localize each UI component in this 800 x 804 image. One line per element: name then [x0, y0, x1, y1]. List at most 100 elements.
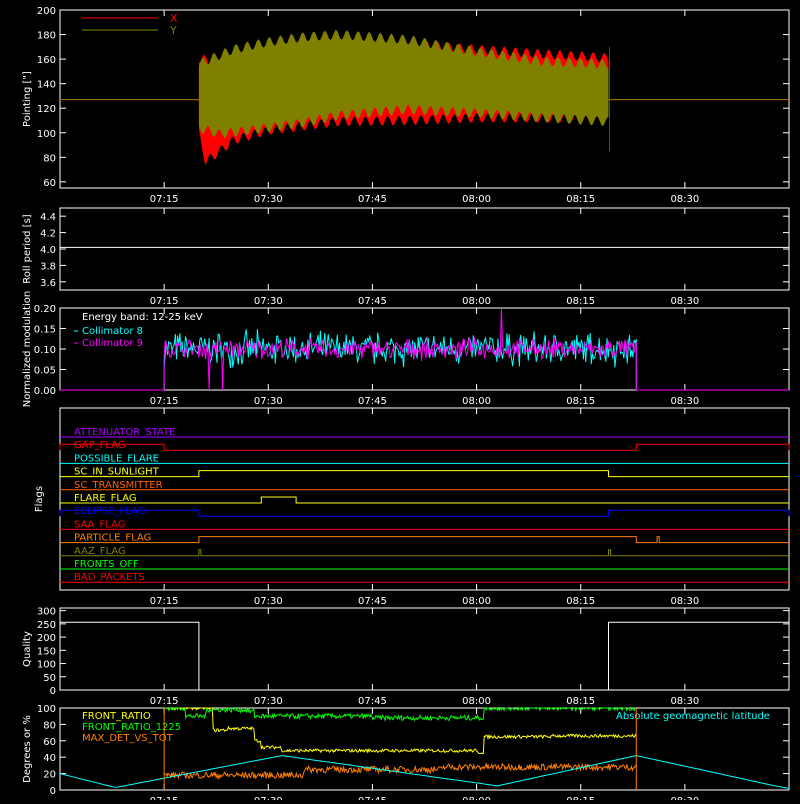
y-tick-label: 80 [43, 720, 56, 731]
flag-label-sc-in-sunlight: SC_IN_SUNLIGHT [74, 467, 160, 478]
series-front-ratio-1225 [164, 706, 637, 722]
x-tick-label: 07:45 [358, 596, 387, 607]
flag-label-saa-flag: SAA_FLAG [74, 519, 125, 530]
x-tick-label: 07:15 [150, 296, 179, 307]
x-tick-label: 07:45 [358, 194, 387, 205]
y-tick-label: 0.00 [34, 386, 56, 397]
y-axis-label: Quality [22, 631, 33, 667]
y-tick-label: 300 [37, 607, 56, 618]
legend-label-x: X [170, 12, 178, 25]
x-tick-label: 08:30 [670, 296, 699, 307]
x-tick-label: 07:30 [254, 596, 283, 607]
legend-label-max-det-vs-tot: MAX_DET_VS_TOT [82, 733, 174, 744]
x-tick-label: 08:30 [670, 194, 699, 205]
y-tick-label: 100 [37, 660, 56, 671]
y-tick-label: 60 [43, 178, 56, 189]
y-tick-label: 4.4 [40, 212, 56, 223]
y-axis-label: Normalized modulation [22, 291, 33, 408]
y-tick-label: 60 [43, 737, 56, 748]
legend-label: Collimator 8 [82, 326, 143, 337]
legend-label-front-ratio-1225: FRONT_RATIO_1225 [82, 722, 181, 733]
y-tick-label: 120 [37, 104, 56, 115]
legend-label: Collimator 9 [82, 338, 143, 349]
x-tick-label: 07:45 [358, 696, 387, 707]
flag-label-possible-flare: POSSIBLE_FLARE [74, 453, 159, 464]
x-tick-label: 08:00 [462, 796, 491, 800]
legend-label-front-ratio: FRONT_RATIO [82, 711, 151, 722]
x-tick-label: 08:15 [566, 296, 595, 307]
y-tick-label: 0.15 [34, 325, 56, 336]
flag-line-eclipse-flag [59, 509, 790, 517]
flag-line-flare-flag [60, 496, 789, 504]
x-tick-label: 08:30 [670, 596, 699, 607]
x-tick-label: 08:30 [670, 796, 699, 800]
y-tick-label: 200 [37, 6, 56, 17]
x-tick-label: 08:15 [566, 696, 595, 707]
flag-label-attenuator-state: ATTENUATOR_STATE [74, 427, 175, 438]
flag-label-sc-transmitter: SC_TRANSMITTER [74, 480, 163, 491]
y-tick-label: 0.10 [34, 345, 56, 356]
flag-line-gap-flag [59, 443, 790, 451]
y-tick-label: 250 [37, 620, 56, 631]
y-tick-label: 0 [50, 786, 56, 797]
series-front-ratio [163, 707, 637, 755]
y-tick-label: 80 [43, 153, 56, 164]
x-tick-label: 08:00 [462, 296, 491, 307]
energy-band-annotation: Energy band: 12-25 keV [82, 312, 203, 323]
series-collimator-9 [60, 307, 789, 391]
flag-label-bad-packets: BAD_PACKETS [74, 572, 145, 583]
y-tick-label: 40 [43, 753, 56, 764]
x-tick-label: 07:45 [358, 396, 387, 407]
y-tick-label: 0.20 [34, 304, 56, 315]
flag-label-flare-flag: FLARE_FLAG [74, 493, 137, 504]
x-tick-label: 07:30 [254, 396, 283, 407]
y-tick-label: 4.2 [40, 229, 56, 240]
y-axis-label: Flags [34, 486, 45, 512]
x-tick-label: 08:00 [462, 194, 491, 205]
y-tick-label: 150 [37, 646, 56, 657]
y-axis-label: Roll period [s] [22, 214, 33, 283]
legend-label-geomagnetic-latitude: Absolute geomagnetic latitude [616, 711, 770, 722]
x-tick-label: 08:15 [566, 396, 595, 407]
x-tick-label: 08:15 [566, 796, 595, 800]
x-tick-label: 07:30 [254, 194, 283, 205]
y-tick-label: 0.05 [34, 366, 56, 377]
flag-label-eclipse-flag: ECLIPSE_FLAG [74, 506, 145, 517]
y-tick-label: 4.0 [40, 245, 56, 256]
x-tick-label: 08:30 [670, 696, 699, 707]
x-tick-label: 07:15 [150, 194, 179, 205]
flag-label-gap-flag: GAP_FLAG [74, 440, 126, 451]
x-tick-label: 08:00 [462, 596, 491, 607]
y-tick-label: 100 [37, 704, 56, 715]
flag-label-fronts-off: FRONTS_OFF [74, 559, 139, 570]
plot-frame-1 [59, 207, 790, 291]
series-max-det-vs-tot [163, 762, 637, 781]
flag-label-aaz-flag: AAZ_FLAG [74, 546, 126, 557]
y-tick-label: 180 [37, 31, 56, 42]
quality-line [60, 621, 789, 691]
plot-frame-4 [59, 607, 790, 691]
x-tick-label: 07:15 [150, 396, 179, 407]
x-tick-label: 07:15 [150, 796, 179, 800]
x-tick-label: 07:30 [254, 796, 283, 800]
legend-label-y: Y [169, 24, 177, 37]
y-tick-label: 3.8 [40, 261, 56, 272]
x-tick-label: 07:45 [358, 796, 387, 800]
plot-frame-3 [59, 407, 790, 591]
flag-label-particle-flag: PARTICLE_FLAG [74, 533, 151, 544]
y-tick-label: 0 [50, 686, 56, 697]
y-axis-label: Pointing ["] [22, 71, 33, 127]
x-tick-label: 08:30 [670, 396, 699, 407]
y-tick-label: 100 [37, 129, 56, 140]
y-axis-label: Degrees or % [22, 715, 33, 783]
x-tick-label: 08:00 [462, 696, 491, 707]
flag-line-aaz-flag [60, 549, 789, 557]
y-tick-label: 3.6 [40, 278, 56, 289]
flag-line-sc-in-sunlight [60, 470, 789, 478]
x-tick-label: 07:15 [150, 696, 179, 707]
x-tick-label: 07:15 [150, 596, 179, 607]
plot-frame-0 [59, 9, 790, 189]
y-tick-label: 160 [37, 55, 56, 66]
